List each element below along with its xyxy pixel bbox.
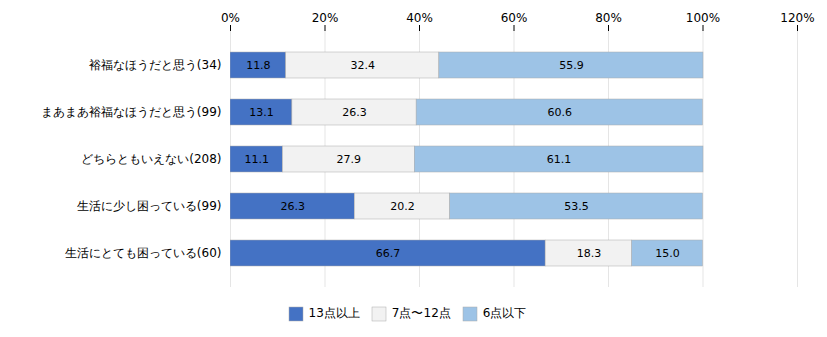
svg-text:まあまあ裕福なほうだと思う(99): まあまあ裕福なほうだと思う(99) [41, 105, 222, 119]
html-text:13点以上: 13点以上 [308, 306, 360, 320]
html-text:7点〜12点: 7点〜12点 [391, 306, 451, 320]
svg-text:18.3: 18.3 [577, 247, 602, 260]
svg-text:55.9: 55.9 [559, 59, 584, 72]
svg-text:66.7: 66.7 [376, 247, 401, 260]
svg-text:80%: 80% [595, 11, 622, 25]
svg-text:60%: 60% [501, 11, 528, 25]
html-text:6点以下: 6点以下 [482, 306, 527, 320]
svg-text:11.1: 11.1 [244, 153, 269, 166]
svg-text:20%: 20% [312, 11, 339, 25]
svg-text:53.5: 53.5 [564, 200, 589, 213]
svg-text:裕福なほうだと思う(34): 裕福なほうだと思う(34) [89, 58, 222, 72]
svg-text:61.1: 61.1 [547, 153, 572, 166]
svg-text:生活にとても困っている(60): 生活にとても困っている(60) [65, 246, 222, 260]
svg-text:60.6: 60.6 [548, 106, 573, 119]
svg-text:生活に少し困っている(99): 生活に少し困っている(99) [77, 199, 222, 213]
svg-text:15.0: 15.0 [655, 247, 680, 260]
svg-text:どちらともいえない(208): どちらともいえない(208) [81, 152, 221, 166]
svg-text:26.3: 26.3 [280, 200, 305, 213]
svg-text:20.2: 20.2 [390, 200, 415, 213]
svg-text:13.1: 13.1 [249, 106, 274, 119]
svg-text:40%: 40% [406, 11, 433, 25]
svg-text:32.4: 32.4 [351, 59, 376, 72]
svg-text:26.3: 26.3 [342, 106, 367, 119]
svg-text:0%: 0% [221, 11, 240, 25]
svg-text:120%: 120% [780, 11, 814, 25]
svg-text:100%: 100% [686, 11, 720, 25]
svg-text:11.8: 11.8 [246, 59, 271, 72]
svg-text:27.9: 27.9 [337, 153, 362, 166]
